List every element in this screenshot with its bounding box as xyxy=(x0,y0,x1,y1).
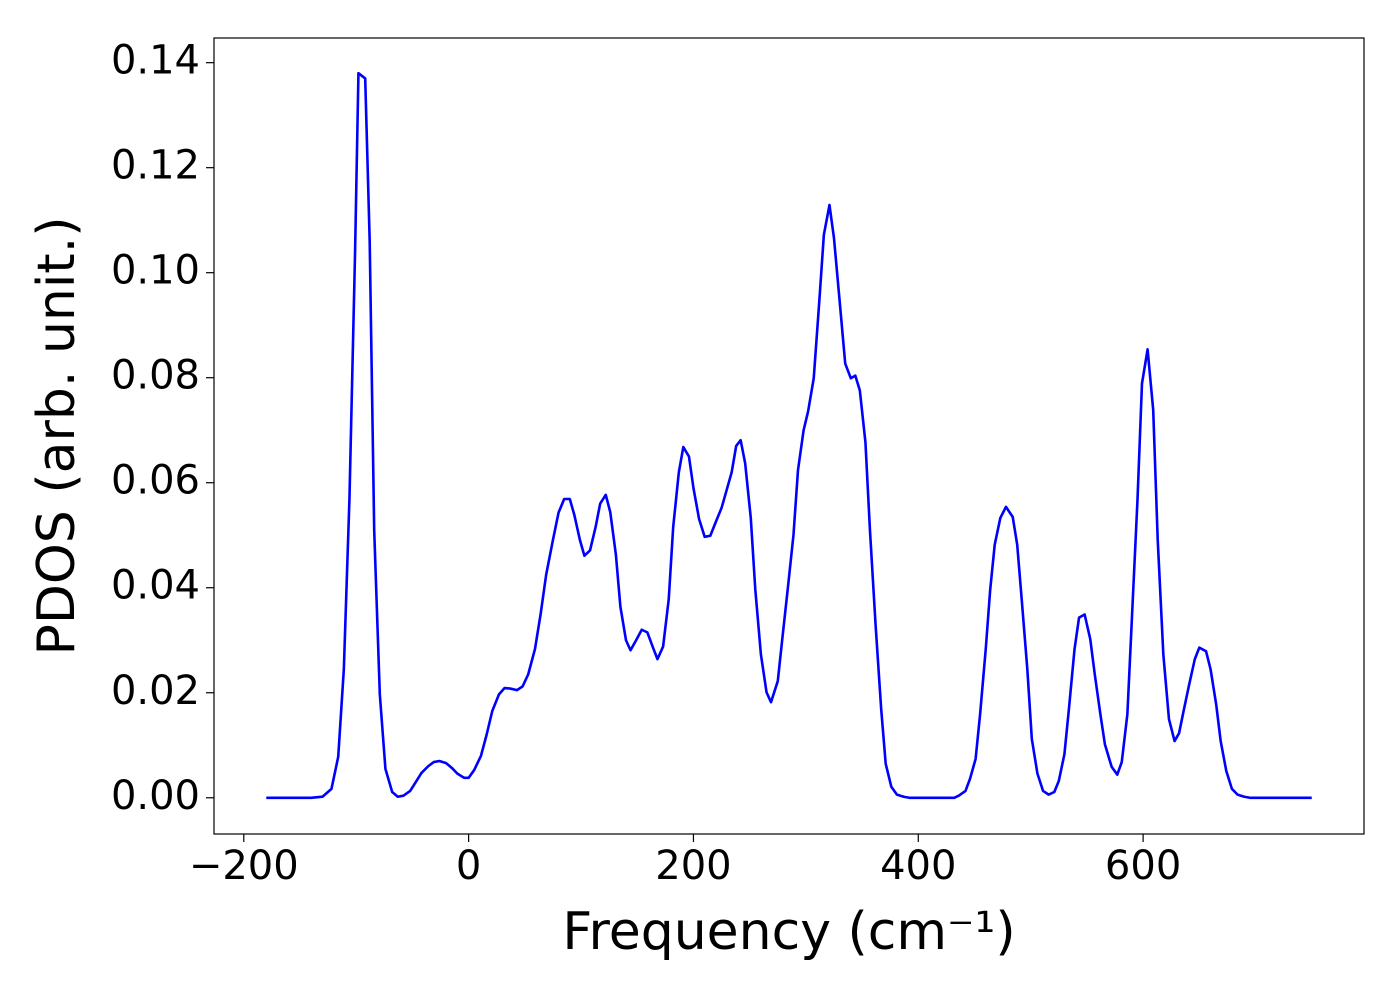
y-tick-label: 0.06 xyxy=(111,458,200,504)
y-tick-label: 0.02 xyxy=(111,668,200,714)
plot-frame xyxy=(213,37,1365,835)
x-tick-label: 0 xyxy=(456,843,481,889)
y-tick-label: 0.12 xyxy=(111,143,200,189)
x-tick-label: 400 xyxy=(880,843,956,889)
x-tick-label: 200 xyxy=(655,843,731,889)
x-tick-label: −200 xyxy=(189,843,299,889)
y-tick-label: 0.04 xyxy=(111,563,200,609)
x-tick-label: 600 xyxy=(1105,843,1181,889)
x-axis-label: Frequency (cm⁻¹) xyxy=(562,902,1015,962)
y-tick-label: 0.14 xyxy=(111,38,200,84)
y-tick-label: 0.00 xyxy=(111,773,200,819)
pdos-line xyxy=(266,71,1312,800)
y-axis-label: PDOS (arb. unit.) xyxy=(27,216,87,655)
y-tick-label: 0.10 xyxy=(111,248,200,294)
y-tick-label: 0.08 xyxy=(111,353,200,399)
